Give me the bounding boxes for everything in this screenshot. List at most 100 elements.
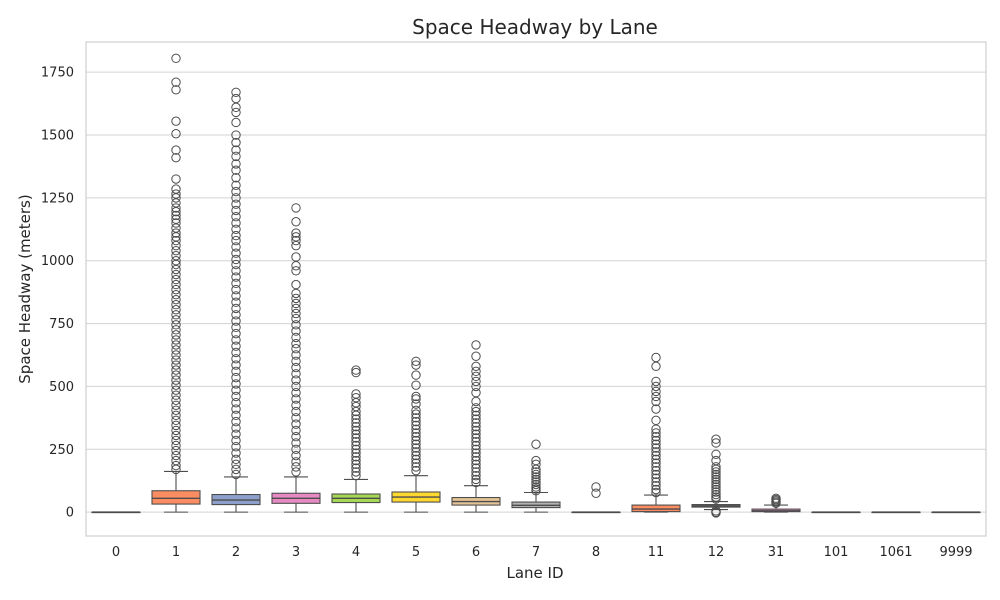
outlier-point [171,264,181,275]
outlier-point [171,400,181,410]
outlier-point [471,437,481,447]
outlier-point [291,362,301,373]
outlier-point [351,421,361,432]
outlier-point [291,326,301,336]
outlier-point [231,354,241,364]
outlier-point [651,487,661,498]
outlier-point [291,406,301,417]
outlier-point [651,396,661,407]
outlier-point [231,297,241,307]
outlier-point [171,203,181,213]
outlier-point [291,288,301,299]
outlier-point [411,424,421,434]
outlier-point [711,469,721,480]
outlier-point [291,235,301,246]
outlier-point [471,418,481,428]
outlier-point [171,464,181,475]
outlier-point [231,159,241,169]
outlier-point [291,413,301,423]
outlier-point [231,429,241,439]
y-tick-labels: 0 250 500 750 1000 1250 1500 1750 [41,66,74,521]
outlier-point [231,107,241,118]
iqr-box [631,504,681,513]
x-tick-label: 3 [292,545,300,560]
outlier-point [471,366,481,377]
outlier-point [171,430,181,441]
outlier-point [171,77,181,87]
outlier-point [651,473,661,483]
x-tick-label: 4 [352,545,360,560]
box-lane-1061 [871,511,921,514]
outlier-point [231,398,241,408]
outlier-point [651,458,661,468]
outlier-point [771,498,781,509]
outlier-point [231,259,241,270]
outlier-point [411,399,421,409]
outlier-point [291,388,301,398]
outlier-point [471,425,481,436]
outlier-point [291,279,301,290]
x-tick-label: 31 [768,545,785,560]
outlier-point [291,375,301,385]
outlier-point [291,457,301,467]
outlier-point [351,367,361,378]
outlier-point [351,418,361,428]
outlier-point [231,291,241,301]
outlier-point [471,406,481,417]
outlier-point [171,245,181,256]
outlier-point [231,454,241,465]
outlier-point [471,371,481,382]
box-lane-31 [751,493,801,513]
y-tick-label: 1750 [41,66,74,81]
outlier-point [351,433,361,443]
outlier-point [351,455,361,466]
outlier-point [651,447,661,457]
outlier-point [171,445,181,456]
outlier-point [711,482,721,492]
plot-frame [85,41,987,537]
outlier-point [231,410,241,421]
outlier-point [171,455,181,466]
outlier-point [171,450,181,461]
x-tick-labels: 0 1 2 3 4 5 6 7 8 11 12 31 101 1061 9999 [112,545,973,560]
outlier-point [411,465,421,476]
outlier-point [291,419,301,429]
outlier-point [411,416,421,427]
outlier-point [231,442,241,452]
outlier-point [231,186,241,197]
outlier-point [231,248,241,258]
outlier-point [351,437,361,447]
box-lane-7 [511,439,561,513]
outlier-point [231,328,241,339]
x-tick-label: 11 [648,545,665,560]
outlier-point [231,180,241,190]
outlier-point [171,330,181,340]
outlier-point [171,235,181,246]
outlier-point [411,405,421,416]
outlier-point [171,315,181,325]
outlier-point [471,340,481,350]
outlier-point [171,193,181,203]
outlier-point [591,488,601,498]
outlier-point [651,404,661,414]
outlier-point [471,429,481,439]
outlier-point [291,444,301,454]
outlier-point [171,410,181,421]
outlier-point [231,230,241,241]
y-tick-label: 1000 [41,254,74,269]
outlier-point [231,117,241,128]
outlier-point [291,313,301,324]
box-lane-3 [271,203,321,513]
outlier-point [231,423,241,433]
outlier-point [171,380,181,390]
y-tick-label: 1250 [41,191,74,206]
outlier-point [651,439,661,449]
outlier-point [411,428,421,438]
grid-layer [86,71,986,513]
outlier-point [651,415,661,426]
outlier-point [651,477,661,487]
outlier-point [231,372,241,383]
outlier-point [531,469,541,480]
outlier-point [651,424,661,434]
outlier-point [471,470,481,481]
